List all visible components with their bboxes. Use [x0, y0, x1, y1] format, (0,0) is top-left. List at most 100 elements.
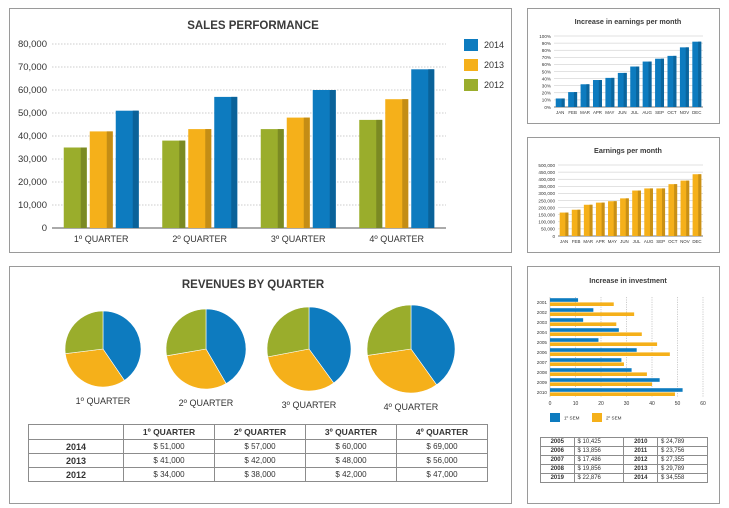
earnings-per-month-panel: Earnings per month 0 50,000 100,000 150,000 2… [527, 137, 720, 253]
table-cell: $ 10,425 [573, 437, 625, 447]
bar-shade [561, 98, 565, 107]
table-cell: 2008 [540, 464, 575, 474]
y-tick-label: 50,000 [18, 108, 47, 119]
y-tick-label: 50% [542, 69, 551, 74]
table-cell: 2012 [623, 455, 658, 465]
x-tick-label: OCT [668, 239, 678, 244]
x-tick-label: NOV [680, 110, 690, 115]
bar-shade [673, 55, 677, 107]
y-tick-label: 500,000 [538, 163, 555, 168]
table-cell: 2013 [623, 464, 658, 474]
bar-shade [231, 96, 238, 229]
bar [550, 382, 652, 386]
x-tick-label: DEC [692, 110, 701, 115]
pie-chart [366, 304, 456, 394]
x-tick-label: 30 [624, 401, 630, 407]
bar [595, 202, 605, 236]
y-tick-label: 10% [542, 98, 551, 103]
bar-shade [329, 90, 336, 228]
x-tick-label: FEB [572, 239, 581, 244]
x-tick-label: JUL [633, 239, 641, 244]
x-tick-label: OCT [667, 110, 677, 115]
pie-slice [166, 348, 227, 390]
pie-slice [64, 310, 104, 355]
bar [692, 41, 702, 107]
table-cell: $ 29,789 [657, 464, 708, 474]
earnings-increase-panel: Increase in earnings per month 0% 10% 20% 30… [527, 8, 720, 124]
bar-shade [303, 117, 310, 228]
bar [642, 61, 652, 107]
x-tick-label: AUG [642, 110, 652, 115]
bar-shade [601, 202, 605, 236]
table-cell: $ 19,856 [573, 464, 625, 474]
y-tick-label: 20% [542, 91, 551, 96]
table-cell: $ 22,876 [573, 473, 625, 483]
sales-performance-panel: SALES PERFORMANCE 0 10,000 20,000 30,000 40,0… [9, 8, 512, 253]
y-tick-label: 2009 [537, 380, 548, 385]
x-tick-label: MAY [608, 239, 617, 244]
bar [550, 328, 619, 332]
x-tick-label: MAR [583, 239, 593, 244]
bar-shade [428, 69, 435, 228]
bar [608, 201, 617, 236]
bar [550, 368, 632, 372]
x-tick-label: JAN [560, 239, 568, 244]
pie-slice [410, 304, 456, 386]
table-header-cell: 1º QUARTER [123, 424, 215, 440]
revenues-table-header: 1º QUARTER 2º QUARTER 3º QUARTER 4º QUAR… [28, 424, 488, 440]
bar [583, 204, 593, 236]
bar [550, 302, 614, 306]
bar-shade [637, 190, 641, 236]
bar [668, 184, 678, 236]
table-cell: 2013 [28, 453, 124, 468]
x-tick-label: JUN [620, 239, 629, 244]
bar-shade [106, 131, 113, 228]
bar [617, 72, 627, 107]
legend-label: 2012 [484, 80, 504, 90]
x-tick-label: APR [593, 110, 602, 115]
x-tick-label: 60 [700, 401, 706, 407]
revenues-by-quarter-panel: REVENUES BY QUARTER 1º QUARTER 2º QUARTER 3… [9, 266, 512, 504]
y-tick-label: 0% [544, 105, 551, 110]
bar [592, 80, 602, 107]
chart-title: REVENUES BY QUARTER [182, 279, 325, 291]
x-tick-label: SEP [655, 110, 664, 115]
x-tick-label: 20 [598, 401, 604, 407]
y-tick-label: 400,000 [538, 177, 555, 182]
y-tick-label: 2008 [537, 370, 548, 375]
legend-label: 2013 [484, 60, 504, 70]
table-cell: $ 13,856 [573, 446, 625, 456]
bar-shade [598, 80, 602, 107]
y-tick-label: 0 [42, 223, 47, 234]
pie-label: 1º QUARTER [76, 396, 131, 406]
bar-shade [648, 61, 652, 107]
bar-shade [623, 72, 627, 107]
y-tick-label: 90% [542, 41, 551, 46]
bar-shade [613, 201, 617, 236]
y-tick-label: 2004 [537, 330, 548, 335]
y-tick-label: 100,000 [538, 220, 555, 225]
pie-slice [64, 348, 125, 388]
table-cell: 2014 [623, 473, 658, 483]
y-tick-label: 10,000 [18, 200, 47, 211]
bar-shade [698, 174, 702, 236]
table-row: 2008 $ 19,856 2013 $ 29,789 [540, 464, 708, 474]
legend-swatch [464, 79, 478, 91]
y-tick-label: 350,000 [538, 184, 555, 189]
table-cell: $ 23,756 [657, 446, 708, 456]
table-header-cell: 4º QUARTER [396, 424, 488, 440]
bar [620, 198, 629, 236]
bar-shade [611, 77, 615, 107]
bar-shade [649, 188, 653, 236]
table-cell: $ 60,000 [305, 439, 397, 454]
table-cell: $ 42,000 [305, 467, 397, 482]
chart-title: Earnings per month [594, 146, 662, 155]
table-header-cell: 3º QUARTER [305, 424, 397, 440]
table-header-cell [28, 424, 124, 440]
x-tick-label: 2º QUARTER [172, 234, 227, 244]
pie-slice [102, 310, 142, 381]
y-tick-label: 250,000 [538, 198, 555, 203]
pie-label: 3º QUARTER [282, 400, 337, 410]
legend-swatch [550, 413, 560, 422]
bar-shade [80, 147, 87, 228]
